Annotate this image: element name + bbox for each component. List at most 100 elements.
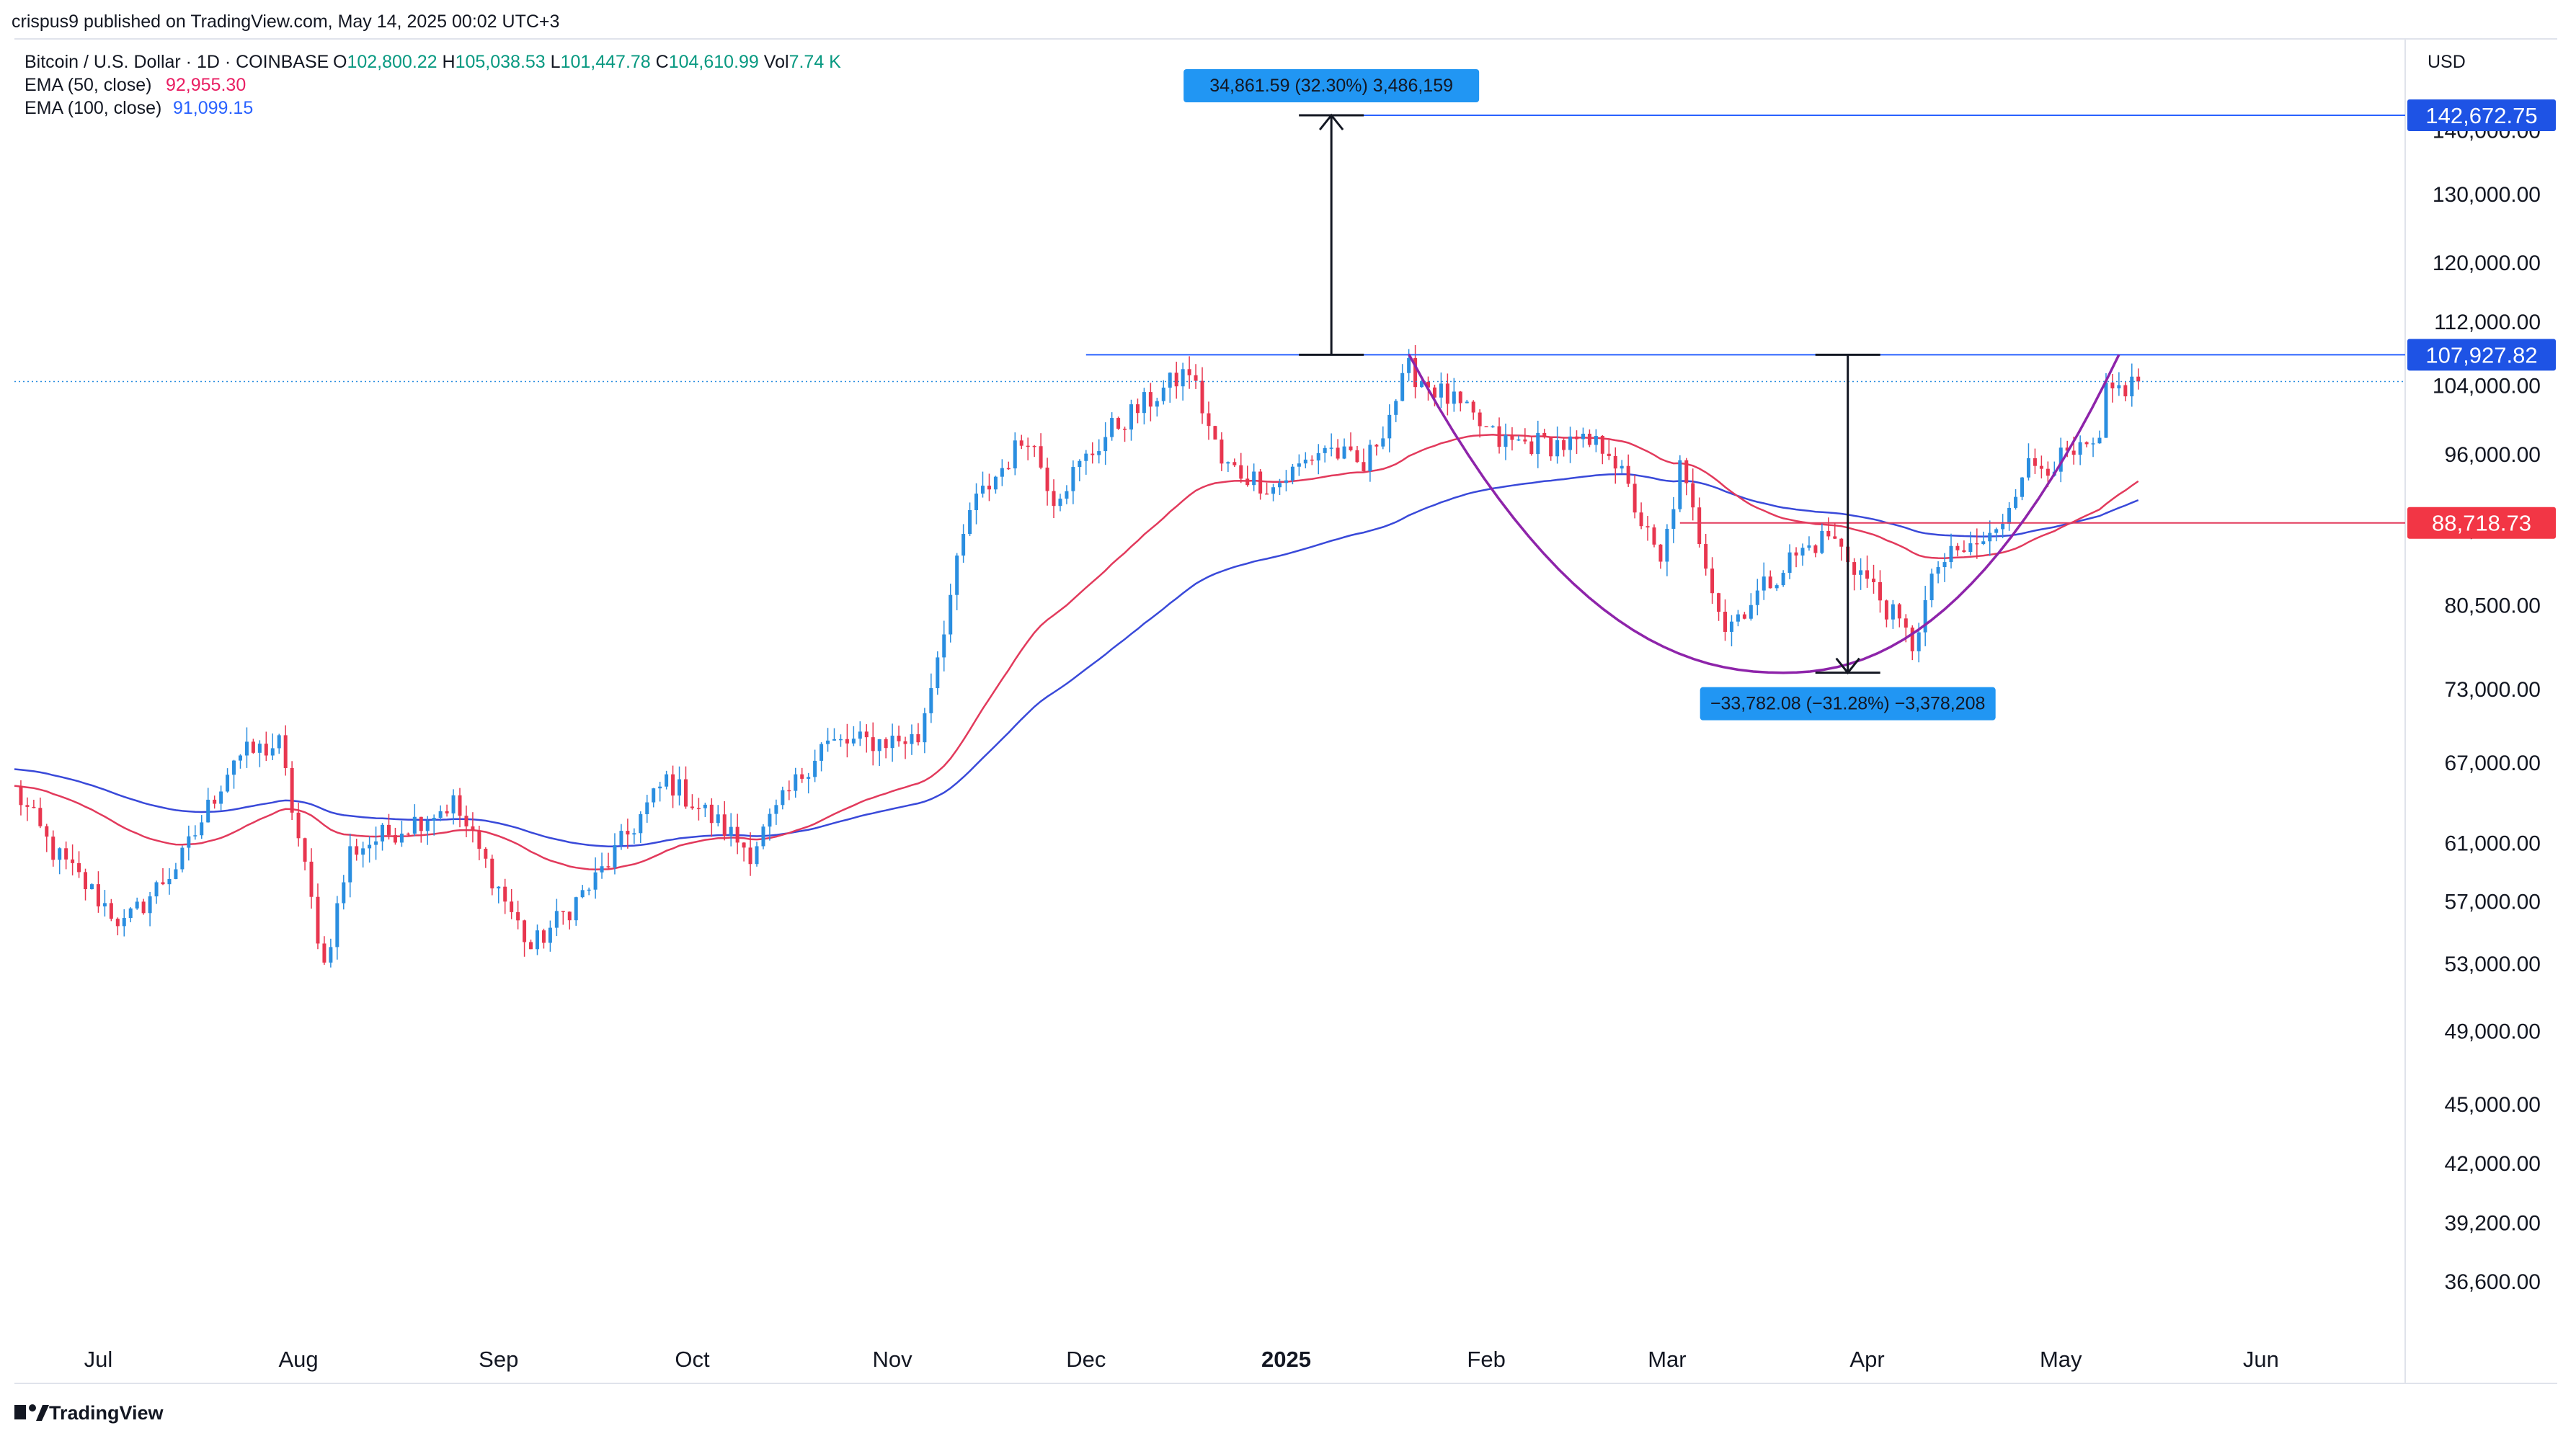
candle-body bbox=[1768, 576, 1772, 589]
candle bbox=[32, 799, 36, 808]
candle-body bbox=[2104, 382, 2108, 438]
candle-body bbox=[1084, 453, 1088, 461]
candle-body bbox=[1420, 381, 1424, 388]
candle-body bbox=[109, 903, 113, 919]
candle-body bbox=[135, 901, 139, 909]
candle bbox=[1458, 391, 1462, 412]
candle bbox=[1639, 502, 1643, 530]
candle bbox=[290, 761, 294, 821]
candle bbox=[665, 770, 669, 790]
brand-label: TradingView bbox=[49, 1402, 164, 1424]
candle-body bbox=[884, 739, 888, 749]
candle-body bbox=[438, 811, 443, 818]
ema100-value: 91,099.15 bbox=[173, 98, 253, 118]
candle-body bbox=[851, 739, 856, 744]
candle bbox=[735, 813, 740, 855]
candle-body bbox=[1839, 538, 1844, 547]
candle bbox=[174, 862, 178, 880]
candle-body bbox=[2026, 458, 2030, 478]
candle-body bbox=[374, 841, 378, 845]
currency-label: USD bbox=[2428, 52, 2466, 72]
candle bbox=[1032, 445, 1036, 458]
candle bbox=[626, 819, 630, 849]
candle-body bbox=[1813, 545, 1818, 553]
candle bbox=[1471, 400, 1475, 420]
candle-body bbox=[1297, 463, 1301, 467]
time-tick-label: 2025 bbox=[1261, 1347, 1311, 1372]
candle bbox=[897, 726, 901, 747]
candle-body bbox=[1717, 593, 1721, 612]
candle-body bbox=[600, 866, 604, 873]
candle-body bbox=[141, 901, 146, 914]
candle-body bbox=[755, 846, 759, 865]
candle bbox=[412, 804, 417, 837]
candle-body bbox=[929, 688, 933, 713]
candle-body bbox=[244, 741, 249, 756]
candle bbox=[102, 890, 107, 917]
candle-body bbox=[1426, 381, 1431, 388]
candle-body bbox=[1000, 468, 1004, 477]
candle-body bbox=[290, 767, 294, 813]
candle-body bbox=[193, 835, 197, 837]
candle bbox=[71, 844, 75, 875]
candle bbox=[1310, 455, 1314, 465]
candle bbox=[115, 917, 120, 936]
candle bbox=[19, 780, 23, 816]
candle-body bbox=[1697, 507, 1702, 545]
ohlc-key: L bbox=[551, 52, 561, 72]
candle bbox=[1891, 599, 1895, 629]
candle-body bbox=[25, 805, 30, 807]
candle bbox=[541, 928, 546, 949]
candle bbox=[832, 728, 836, 741]
ohlc-value: 7.74 K bbox=[789, 52, 842, 72]
candle-body bbox=[645, 802, 649, 815]
candle-body bbox=[1658, 544, 1663, 562]
candle bbox=[1155, 398, 1159, 417]
candle-body bbox=[1529, 441, 1534, 455]
candle bbox=[264, 731, 268, 762]
candle bbox=[238, 754, 242, 769]
candle-body bbox=[1800, 548, 1805, 556]
candle-body bbox=[283, 735, 288, 768]
candle bbox=[961, 524, 966, 563]
candle-body bbox=[335, 903, 339, 947]
candle bbox=[554, 898, 559, 937]
candle-body bbox=[58, 848, 62, 860]
candle bbox=[2097, 430, 2102, 444]
candle bbox=[2110, 373, 2115, 403]
candle bbox=[1781, 570, 1785, 587]
candle bbox=[968, 502, 972, 536]
candle-body bbox=[412, 816, 417, 834]
measure-label: −33,782.08 (−31.28%) −3,378,208 bbox=[1710, 694, 1986, 714]
candle-body bbox=[1981, 541, 1986, 544]
candle-body bbox=[1329, 447, 1333, 449]
candle bbox=[1607, 440, 1611, 460]
candle-body bbox=[1362, 462, 1366, 472]
price-badge-label: 107,927.82 bbox=[2425, 342, 2537, 367]
tradingview-logo: TradingView bbox=[14, 1402, 164, 1424]
candle-body bbox=[877, 739, 881, 752]
candle bbox=[1645, 516, 1650, 541]
candle bbox=[1226, 461, 1230, 473]
candle-body bbox=[1303, 459, 1307, 464]
candle bbox=[322, 936, 327, 965]
candle-body bbox=[787, 790, 791, 792]
candle-body bbox=[1904, 618, 1908, 628]
candle-body bbox=[2007, 507, 2012, 524]
candle-body bbox=[781, 790, 785, 806]
candle-body bbox=[1607, 453, 1611, 456]
candle bbox=[425, 816, 430, 845]
candle-body bbox=[729, 826, 733, 837]
candle bbox=[1045, 458, 1049, 506]
candle-body bbox=[955, 556, 959, 595]
candle bbox=[154, 880, 159, 904]
candle-body bbox=[593, 872, 598, 890]
candle bbox=[535, 924, 539, 955]
candle-body bbox=[1555, 440, 1560, 457]
measure-tool: −33,782.08 (−31.28%) −3,378,208 bbox=[1700, 353, 1996, 721]
candle-body bbox=[1884, 600, 1888, 620]
candle bbox=[903, 736, 907, 759]
candle bbox=[722, 800, 727, 841]
candle-body bbox=[1252, 471, 1256, 486]
